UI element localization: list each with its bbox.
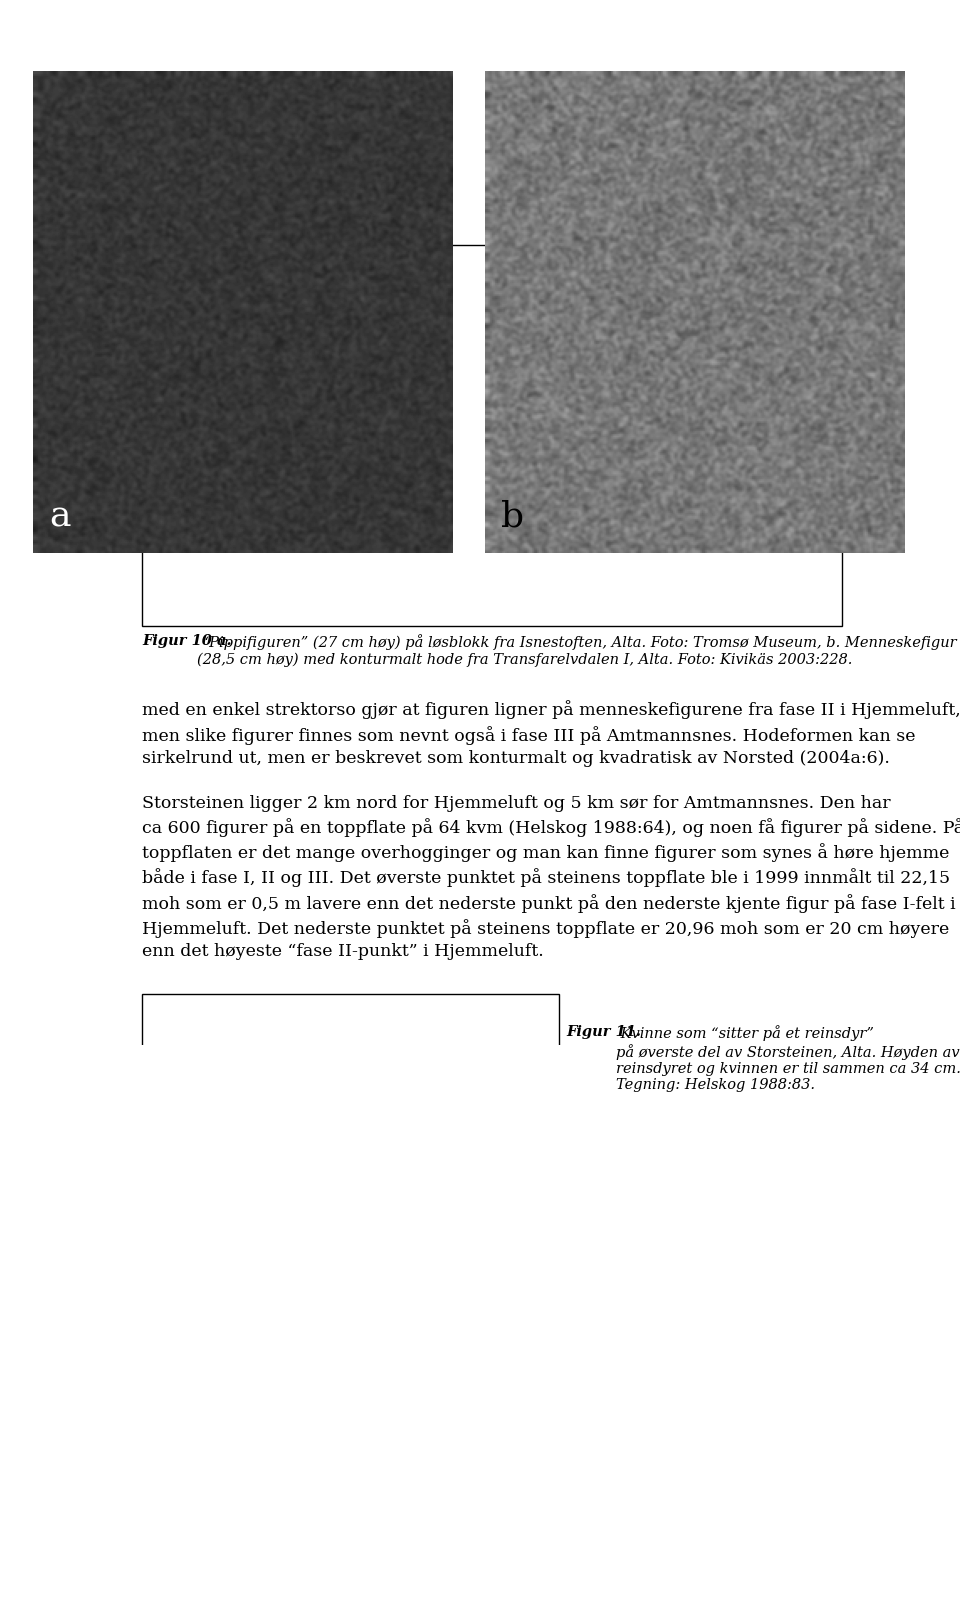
Text: med en enkel strektorso gjør at figuren ligner på menneskefigurene fra fase II i: med en enkel strektorso gjør at figuren … xyxy=(142,701,960,960)
Text: Figur 10 a.: Figur 10 a. xyxy=(142,634,232,649)
Bar xyxy=(142,245,842,626)
Text: Figur 11.: Figur 11. xyxy=(566,1025,641,1040)
Text: 434: 434 xyxy=(142,1400,174,1416)
Text: Kvinne som “sitter på et reinsdyr”
på øverste del av Storsteinen, Alta. Høyden a: Kvinne som “sitter på et reinsdyr” på øv… xyxy=(616,1025,960,1092)
Text: b: b xyxy=(501,500,524,534)
Text: a: a xyxy=(49,500,71,534)
Bar xyxy=(142,994,559,1332)
Text: “Pippifiguren” (27 cm høy) på løsblokk fra Isnestoften, Alta. Foto: Tromsø Museu: “Pippifiguren” (27 cm høy) på løsblokk f… xyxy=(198,634,957,667)
Text: Hans Christian Søborg: Hans Christian Søborg xyxy=(142,225,335,243)
